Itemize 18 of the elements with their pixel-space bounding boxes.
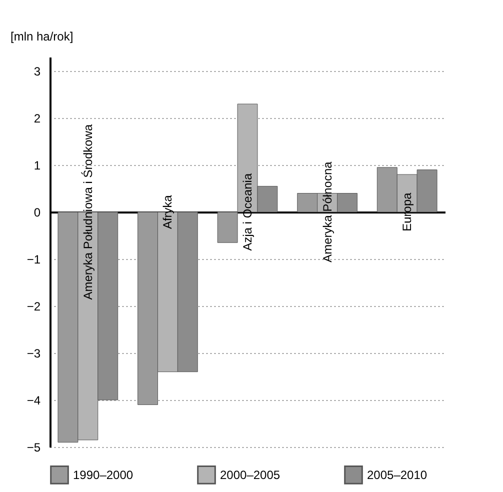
- y-tick-label: −2: [26, 300, 41, 314]
- y-tick-label: −5: [26, 440, 41, 454]
- y-tick-label: −4: [26, 394, 41, 408]
- y-axis-title: [mln ha/rok]: [10, 30, 74, 44]
- y-tick-label: 3: [34, 64, 41, 79]
- y-tick-label: −3: [26, 346, 41, 361]
- x-tick-label: Ameryka Północna: [320, 161, 334, 262]
- x-tick-label: Afryka: [160, 194, 175, 230]
- x-tick-label: Europa: [400, 192, 414, 232]
- y-tick-label: 1: [34, 158, 41, 173]
- x-tick-label: Azja i Oceania: [240, 173, 254, 251]
- x-tick-label: Ameryka Południowa i Środkowa: [80, 124, 95, 300]
- y-tick-label: −1: [26, 252, 41, 267]
- legend-label: 1990–2000: [73, 468, 134, 482]
- legend-label: 2000–2005: [220, 468, 280, 482]
- y-tick-label: 2: [34, 112, 41, 126]
- y-tick-label: 0: [34, 206, 41, 220]
- legend-label: 2005–2010: [367, 468, 428, 482]
